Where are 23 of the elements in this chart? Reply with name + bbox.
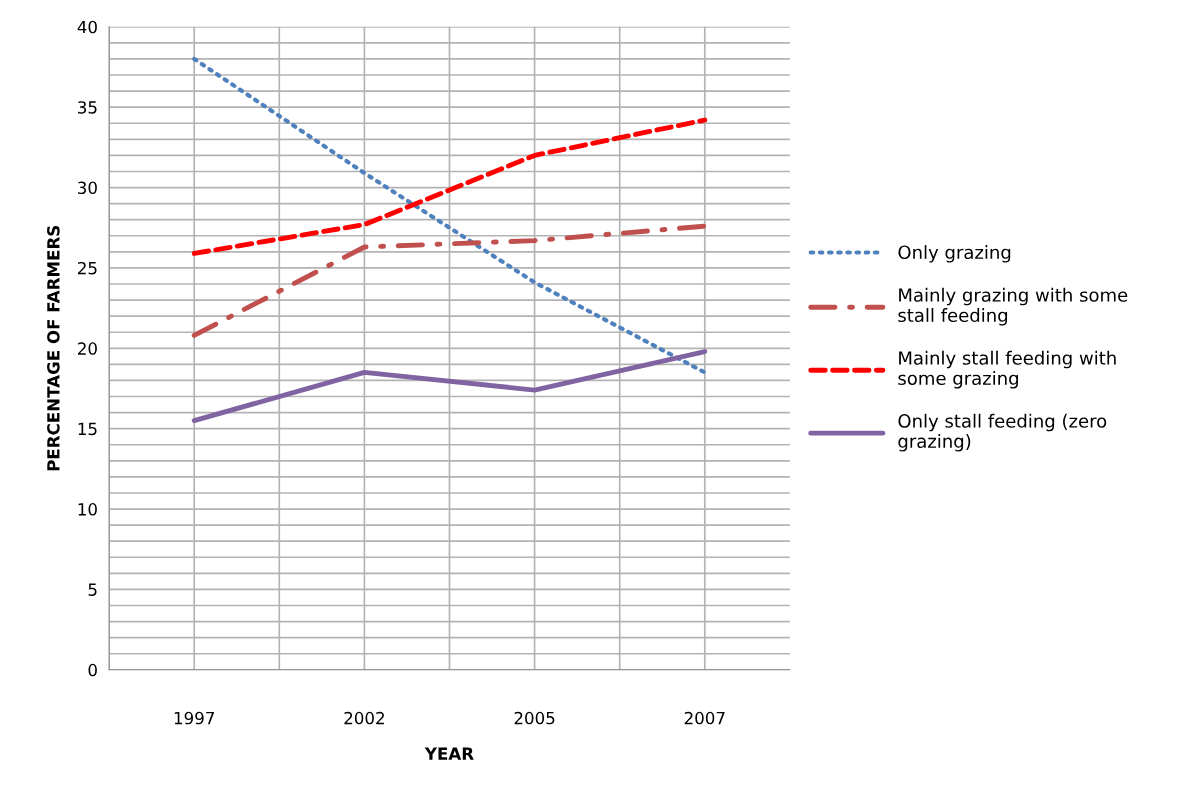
y-tick-label: 0: [88, 663, 97, 677]
y-axis-title: PERCENTAGE OF FARMERS: [47, 225, 60, 471]
y-tick-label: 5: [88, 583, 97, 596]
legend-label: Mainly stall feeding with some grazing: [898, 350, 1116, 389]
x-tick-label: 2007: [684, 711, 725, 725]
y-tick-label: 10: [78, 503, 97, 516]
line-series: [191, 223, 708, 338]
x-axis-title: YEAR: [424, 747, 474, 760]
legend-label: Only grazing: [898, 245, 1011, 263]
y-tick-label: 25: [78, 261, 97, 275]
x-tick-label: 2002: [344, 711, 384, 725]
x-tick-label: 1997: [174, 711, 214, 725]
y-tick-label: 40: [77, 20, 97, 34]
line-series: [191, 349, 708, 424]
x-tick-label: 2005: [514, 711, 555, 725]
y-tick-label: 20: [78, 342, 97, 355]
line-series: [191, 117, 708, 256]
legend-label: Mainly grazing with some stall feeding: [898, 287, 1128, 326]
y-tick-label: 15: [78, 422, 97, 436]
y-tick-label: 30: [78, 181, 97, 195]
line-series: [192, 56, 707, 375]
y-tick-label: 35: [78, 101, 97, 114]
legend-label: Only stall feeding (zero grazing): [898, 413, 1107, 452]
